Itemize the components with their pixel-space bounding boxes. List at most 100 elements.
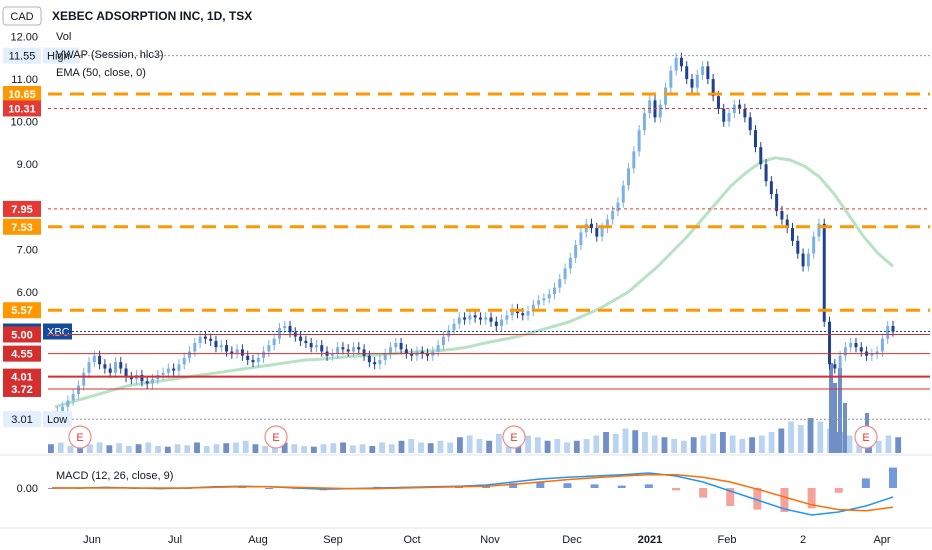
candle-body [76, 385, 80, 395]
indicator-ema[interactable]: EMA (50, close, 0) [56, 67, 146, 79]
volume-bar [544, 440, 551, 453]
candle-body [579, 232, 583, 246]
volume-bar [817, 421, 824, 453]
candle-body [473, 315, 477, 318]
y-tick-label: 11.00 [11, 74, 38, 86]
price-level-badge: 7.95 [3, 200, 41, 217]
price-level-badge-bg [3, 47, 41, 64]
indicator-vwap[interactable]: VWAP (Session, hlc3) [56, 49, 164, 61]
candle-body [500, 319, 504, 326]
volume-bar [807, 418, 814, 453]
candle-body [87, 362, 91, 373]
volume-bar [700, 435, 707, 453]
volume-bar [330, 443, 337, 453]
candle-body [240, 349, 244, 356]
volume-bar [593, 435, 600, 453]
candle-body [637, 130, 641, 152]
candle-body [389, 347, 393, 354]
volume-bar [671, 439, 678, 453]
candle-body [98, 355, 102, 365]
x-tick-label: Sep [323, 534, 343, 546]
earnings-marker[interactable]: E [264, 425, 288, 449]
macd-histogram-bar [617, 485, 626, 488]
volume-bar [262, 446, 269, 453]
ema-path [54, 156, 894, 409]
candle-body [595, 228, 599, 237]
price-level-badge-bg [3, 218, 41, 235]
candle-body [182, 357, 186, 365]
price-level-badge: 5.57 [3, 302, 41, 319]
y-tick-label: 10.00 [10, 117, 38, 129]
macd-histogram-bar [834, 488, 843, 493]
price-level-badge-bg [3, 200, 41, 217]
candle-body [679, 57, 683, 67]
candle-body [563, 268, 567, 280]
volume-bar [495, 433, 502, 453]
candle-body [843, 347, 847, 356]
volume-bar [729, 435, 736, 453]
macd-histogram-bar [861, 478, 870, 488]
candle-body [886, 325, 890, 339]
currency-badge[interactable] [2, 6, 42, 26]
candle-body [611, 211, 615, 220]
candle-body [822, 223, 826, 322]
candle-body [489, 317, 493, 322]
macd-histogram-bar [807, 488, 816, 509]
volume-bar [583, 439, 590, 453]
candle-body [590, 223, 594, 229]
volume-bar [739, 439, 746, 453]
macd-histogram-bar [889, 467, 897, 488]
volume-bar [242, 440, 249, 453]
ema-line [54, 156, 894, 409]
macd-histogram-bar [780, 488, 789, 512]
candle-body [542, 298, 546, 301]
candle-body [738, 104, 742, 109]
volume-bar [233, 442, 239, 453]
candle-body [246, 355, 250, 361]
price-level-value: 4.55 [11, 349, 32, 361]
candle-body [420, 351, 424, 354]
candle-body [859, 347, 863, 352]
candle-body [801, 253, 805, 267]
price-level-value: 10.65 [8, 89, 36, 101]
macd-title[interactable]: MACD (12, 26, close, 9) [56, 470, 173, 482]
volume-bar [57, 442, 64, 453]
indicator-vol[interactable]: Vol [56, 31, 71, 43]
candle-body [150, 379, 154, 384]
price-levels: 11.55High10.6510.317.957.535.575.07XBC5.… [3, 47, 930, 428]
candle-body [452, 323, 456, 331]
candle-body [341, 347, 345, 350]
candle-body [61, 406, 65, 412]
candle-body [828, 321, 832, 365]
price-level-badge: 10.65 [3, 85, 41, 102]
candle-body [547, 294, 551, 299]
volume-bar [155, 446, 161, 453]
candle-body [785, 219, 789, 229]
earnings-marker[interactable]: E [502, 425, 526, 449]
price-level-tag-bg [43, 323, 72, 340]
candle-body [685, 66, 689, 80]
candle-body [627, 168, 631, 186]
earnings-marker[interactable]: E [854, 425, 878, 449]
volume-bar [573, 440, 580, 453]
candle-body [510, 308, 514, 316]
price-level-tag-bg [43, 47, 79, 64]
price-level-value: 4.01 [11, 372, 32, 384]
candle-body [283, 325, 287, 329]
candle-body [727, 113, 731, 122]
candle-body [214, 340, 218, 348]
candle-body [537, 300, 541, 305]
candle-body [780, 211, 784, 220]
candle-body [373, 362, 377, 365]
candle-body [854, 342, 858, 348]
earnings-marker[interactable]: E [68, 425, 92, 449]
volume-bar [457, 437, 463, 453]
earnings-marker-circle [264, 425, 288, 449]
candle-body [701, 66, 705, 75]
volume-bar [301, 446, 308, 453]
candle-body [66, 400, 70, 407]
volume-bar [359, 444, 366, 453]
earnings-marker-label: E [510, 432, 517, 444]
